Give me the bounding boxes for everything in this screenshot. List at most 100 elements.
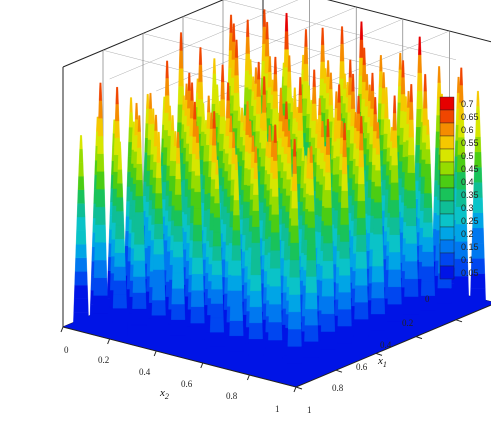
spike-band: [210, 289, 224, 304]
spike-band: [312, 69, 316, 87]
spike-band: [321, 278, 335, 297]
spike-band: [456, 76, 461, 94]
spike-band: [417, 54, 422, 73]
spike-band: [197, 81, 204, 100]
spike-band: [151, 315, 167, 331]
spike-band: [436, 82, 442, 100]
x2-tick-label: 0.2: [98, 355, 109, 365]
spike-band: [171, 272, 185, 289]
spike-band: [292, 156, 297, 174]
spike-band: [194, 175, 201, 193]
x2-tick-mark: [200, 362, 204, 369]
spike-band: [77, 189, 85, 204]
spike-band: [373, 113, 378, 132]
spike-band: [318, 98, 322, 116]
spike-band: [116, 183, 124, 198]
spike-band: [322, 260, 334, 279]
spike-band: [423, 192, 433, 208]
spike-band: [113, 280, 127, 295]
spike-band: [342, 139, 347, 158]
spike-band: [153, 238, 164, 255]
x2-tick-label: 0: [64, 345, 69, 355]
spike-band: [422, 236, 434, 252]
spike-band: [76, 203, 86, 218]
spike-band: [137, 131, 142, 148]
spike-band: [211, 260, 223, 276]
spike-band: [262, 9, 266, 27]
spike-band: [401, 60, 405, 78]
spike-band: [115, 87, 119, 105]
spike-band: [251, 135, 255, 152]
spike-band: [165, 60, 169, 79]
spike: [353, 116, 370, 354]
spike-band: [74, 257, 88, 272]
axis-line-x2: [62, 326, 297, 388]
spike-band: [338, 258, 351, 276]
spike-band: [298, 94, 303, 113]
spike-band: [207, 95, 211, 113]
x1-tick-label: 0: [425, 294, 430, 304]
spike-band: [234, 39, 239, 58]
spike-band: [354, 302, 369, 320]
colorbar-swatch: [439, 226, 455, 241]
colorbar-swatch: [439, 200, 455, 215]
spike-band: [114, 103, 120, 122]
spike-band: [189, 339, 206, 357]
spike-band: [459, 67, 463, 86]
spike-band: [134, 228, 145, 245]
spike-band: [193, 191, 202, 209]
x2-tick-label: 1: [275, 404, 280, 414]
spike-band: [291, 190, 298, 209]
spike-band: [212, 58, 216, 74]
spike-band: [368, 84, 372, 102]
spike: [420, 119, 436, 326]
box-edge: [62, 0, 224, 68]
spike-band: [303, 46, 309, 65]
colorbar-swatch: [439, 122, 455, 137]
spike-band: [329, 72, 333, 90]
spike-band: [225, 100, 231, 119]
spike-band: [339, 43, 345, 62]
spike-band: [229, 305, 243, 321]
spike-band: [129, 97, 133, 113]
spike-band: [388, 251, 401, 270]
spike-band: [226, 82, 230, 101]
spike-band: [356, 95, 361, 114]
spike-band: [298, 77, 302, 96]
spike-band: [170, 319, 186, 336]
spike-band: [214, 188, 220, 204]
spike-band: [184, 83, 189, 100]
spike-band: [272, 91, 279, 109]
spike-band: [212, 128, 217, 146]
spike-band: [245, 101, 250, 119]
spike-band: [328, 88, 334, 106]
spike: [228, 154, 245, 367]
spike: [303, 146, 320, 375]
spike-band: [209, 346, 225, 362]
spike-band: [400, 77, 406, 95]
spike-band: [423, 91, 428, 109]
spike-band: [351, 73, 355, 92]
spike-band: [75, 244, 87, 259]
spike-band: [372, 234, 384, 251]
spike-band: [290, 98, 294, 113]
spike-band: [133, 244, 145, 261]
colorbar-label: 0.4: [461, 177, 474, 187]
spike-band: [284, 118, 289, 137]
colorbar-label: 0.45: [461, 164, 479, 174]
spike-band: [256, 96, 262, 115]
spike-band: [340, 207, 349, 225]
spike-band: [359, 133, 364, 151]
spike-band: [114, 252, 126, 267]
spike-band: [148, 92, 153, 109]
spike-band: [304, 325, 319, 342]
spike-band: [92, 295, 108, 314]
spike-band: [271, 196, 279, 215]
spike-band: [320, 331, 336, 350]
x1-tick-label: 0.2: [402, 318, 413, 328]
colorbar-swatch: [439, 174, 455, 189]
spike-band: [305, 292, 318, 310]
spike-band: [174, 178, 182, 195]
spike-band: [371, 265, 385, 283]
spike-band: [373, 218, 383, 235]
